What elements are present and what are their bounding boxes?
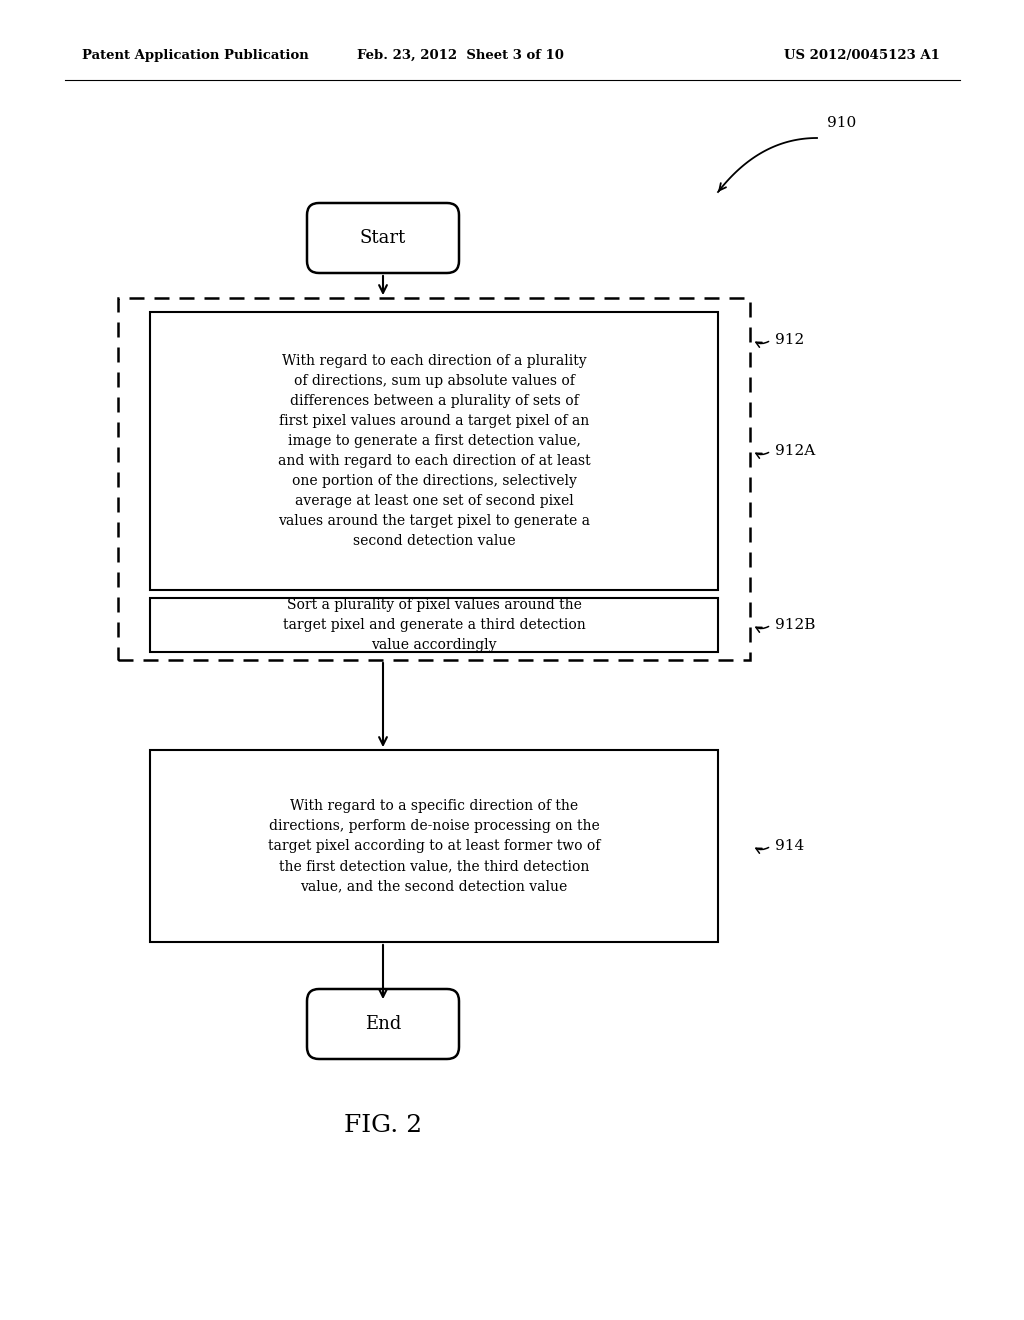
Text: 914: 914 — [775, 840, 804, 853]
Text: With regard to each direction of a plurality
of directions, sum up absolute valu: With regard to each direction of a plura… — [278, 354, 590, 548]
Bar — [150, 598, 718, 652]
Bar — [150, 312, 718, 590]
Bar — [118, 298, 750, 660]
Text: 912B: 912B — [775, 618, 815, 632]
FancyBboxPatch shape — [307, 989, 459, 1059]
FancyBboxPatch shape — [307, 203, 459, 273]
Text: 912A: 912A — [775, 444, 815, 458]
Text: US 2012/0045123 A1: US 2012/0045123 A1 — [784, 49, 940, 62]
Text: Patent Application Publication: Patent Application Publication — [82, 49, 309, 62]
Text: 912: 912 — [775, 333, 804, 347]
Text: Start: Start — [359, 228, 407, 247]
Text: FIG. 2: FIG. 2 — [344, 1114, 422, 1137]
Bar — [150, 750, 718, 942]
Text: Sort a plurality of pixel values around the
target pixel and generate a third de: Sort a plurality of pixel values around … — [283, 598, 586, 652]
Text: With regard to a specific direction of the
directions, perform de-noise processi: With regard to a specific direction of t… — [268, 799, 600, 894]
Text: 910: 910 — [827, 116, 856, 129]
Text: End: End — [365, 1015, 401, 1034]
Text: Feb. 23, 2012  Sheet 3 of 10: Feb. 23, 2012 Sheet 3 of 10 — [356, 49, 563, 62]
